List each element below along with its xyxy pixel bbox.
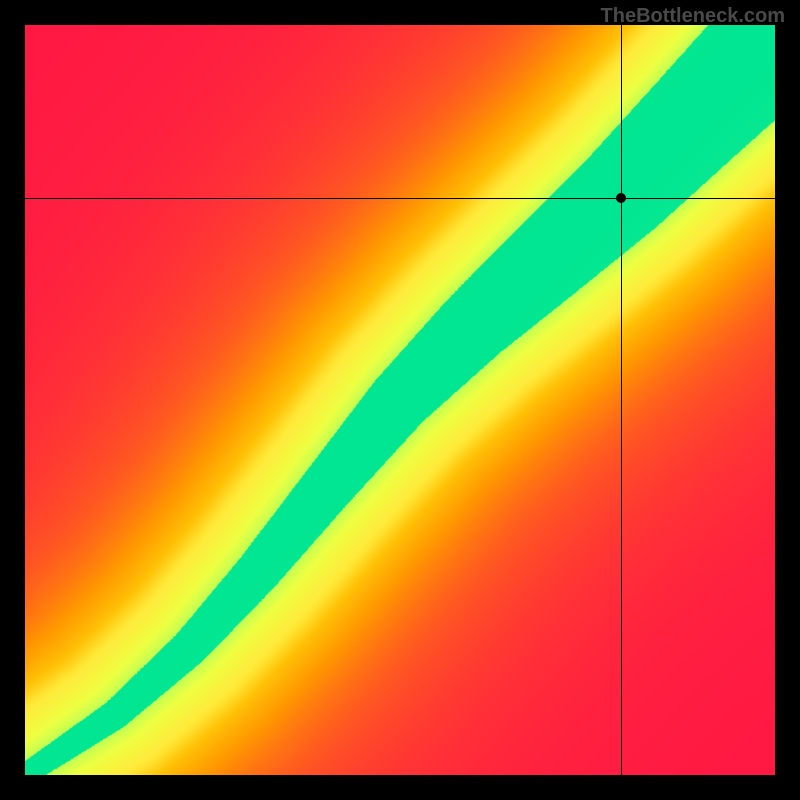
crosshair-vertical [621,25,622,775]
bottleneck-heatmap [25,25,775,775]
crosshair-horizontal [25,198,775,199]
watermark-text: TheBottleneck.com [601,5,785,28]
heatmap-canvas [25,25,775,775]
crosshair-marker [616,193,626,203]
